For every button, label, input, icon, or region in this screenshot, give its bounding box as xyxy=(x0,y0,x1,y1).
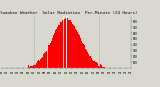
Title: Milwaukee Weather  Solar Radiation  Per-Minute (24 Hours): Milwaukee Weather Solar Radiation Per-Mi… xyxy=(0,11,138,15)
